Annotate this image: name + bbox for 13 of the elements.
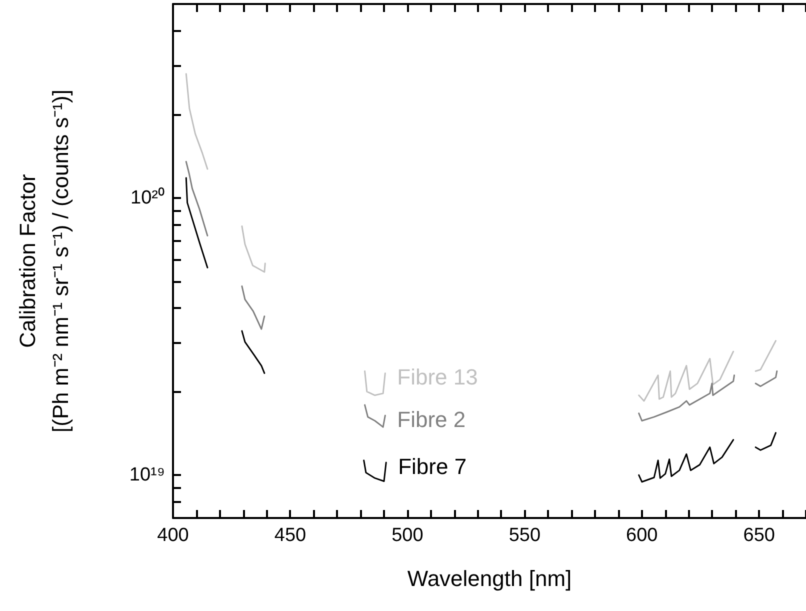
x-tick-label: 550: [508, 525, 541, 546]
series-label: Fibre 7: [398, 454, 467, 479]
x-tick-label: 450: [274, 525, 306, 546]
series-label: Fibre 2: [397, 406, 466, 432]
series-label: Fibre 13: [397, 364, 478, 390]
x-axis-title: Wavelength [nm]: [407, 566, 572, 591]
y-axis-title: Calibration Factor [(Ph m⁻² nm⁻¹ sr⁻¹ s⁻¹) / (counts s⁻¹)]: [15, 90, 73, 432]
x-tick-label: 650: [743, 525, 775, 546]
y-tick-label: 10²⁰: [130, 186, 165, 208]
y-tick-label: 10¹⁹: [129, 464, 165, 486]
x-tick-label: 600: [626, 525, 658, 546]
x-tick-label: 400: [157, 525, 189, 546]
x-tick-label: 500: [392, 525, 424, 546]
